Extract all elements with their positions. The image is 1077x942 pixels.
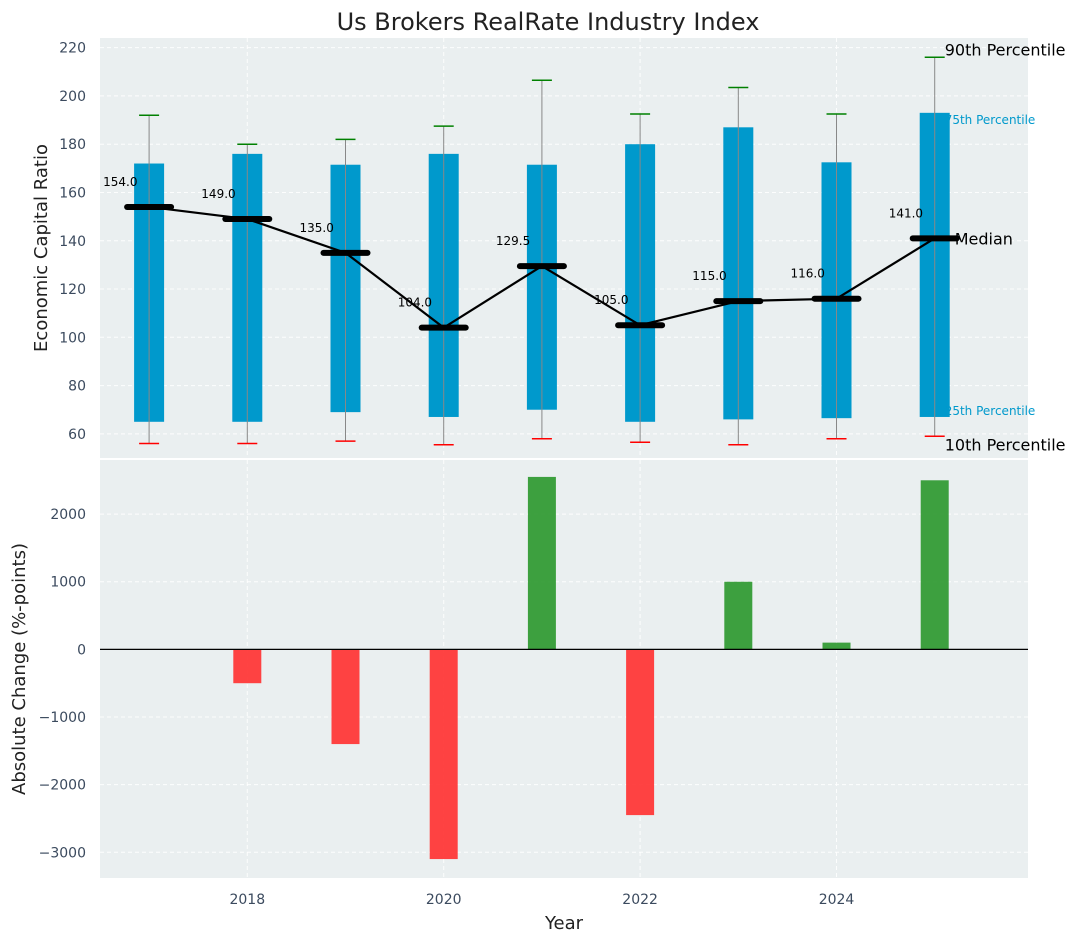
median-label: 104.0 [398,296,432,310]
bottom-y-tick-label: 0 [77,642,86,658]
bottom-y-axis-label: Absolute Change (%-points) [9,543,30,795]
annotation-p10: 10th Percentile [945,435,1066,454]
box-2021 [526,79,557,440]
box-2017 [134,114,165,445]
bar-2025 [920,480,949,650]
x-axis-label: Year [544,913,584,934]
x-tick-label: 2024 [819,892,855,908]
median-label: 105.0 [594,293,628,307]
top-y-tick-label: 60 [68,427,86,443]
top-y-tick-label: 200 [59,89,86,105]
top-y-tick-label: 140 [59,234,86,250]
median-label: 115.0 [692,269,726,283]
bottom-y-tick-label: −3000 [39,845,86,861]
bar-2021 [527,476,556,650]
bottom-y-tick-label: 1000 [50,575,86,591]
box-2022 [625,113,656,444]
box-2018 [232,143,263,445]
median-label: 135.0 [300,221,334,235]
median-label: 129.5 [496,234,530,248]
annotation-median: Median [955,229,1013,248]
x-tick-label: 2018 [229,892,265,908]
top-y-tick-label: 180 [59,137,86,153]
box-2020 [428,125,459,446]
median-label: 154.0 [103,175,137,189]
top-y-tick-label: 160 [59,185,86,201]
top-y-axis-label: Economic Capital Ratio [31,144,52,352]
top-y-tick-label: 100 [59,330,86,346]
annotation-p90: 90th Percentile [945,40,1066,59]
median-label: 149.0 [201,187,235,201]
top-y-tick-label: 80 [68,379,86,395]
x-tick-label: 2022 [622,892,658,908]
bar-2023 [724,581,753,650]
top-y-tick-label: 120 [59,282,86,298]
top-y-tick-label: 220 [59,41,86,57]
x-tick-label: 2020 [426,892,462,908]
box-2023 [723,86,754,446]
bottom-y-tick-label: 2000 [50,507,86,523]
annotation-p25: 25th Percentile [945,404,1036,418]
top-panel: 60 80 100 120 140 160 180 200 220 154.0 149.0 135.… [31,38,1066,458]
bar-2018 [233,649,262,684]
box-2025 [919,56,950,438]
bottom-y-tick-label: −1000 [39,710,86,726]
median-label: 116.0 [791,267,825,281]
bottom-panel: −3000 −2000 −1000 0 1000 2000 2018 2020 2022 202… [9,460,1028,934]
bar-2020 [429,649,458,860]
median-label: 141.0 [889,206,923,220]
chart-title: Us Brokers RealRate Industry Index [337,8,760,36]
bottom-y-tick-label: −2000 [39,778,86,794]
annotation-p75: 75th Percentile [945,113,1036,127]
bar-2024 [822,642,851,650]
box-2024 [821,113,852,440]
box-2019 [330,138,361,442]
bar-2022 [626,649,655,816]
bar-2019 [331,649,360,745]
